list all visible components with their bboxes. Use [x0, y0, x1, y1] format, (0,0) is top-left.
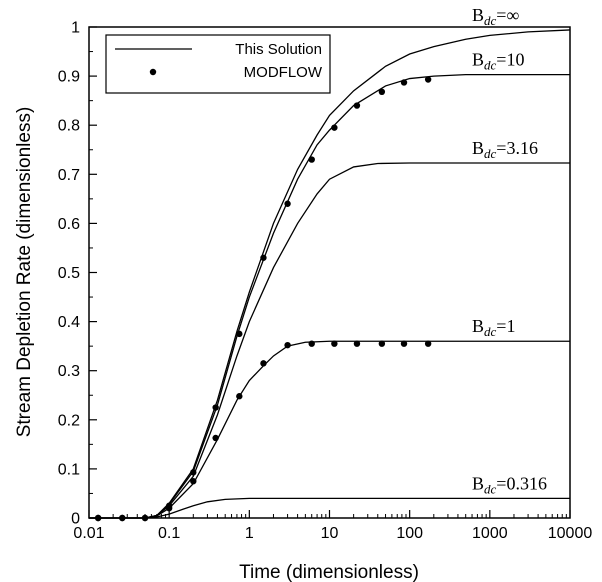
- modflow-point: [308, 156, 315, 163]
- modflow-point: [165, 504, 173, 512]
- modflow-point: [331, 124, 338, 131]
- y-axis-title: Stream Depletion Rate (dimensionless): [14, 107, 35, 438]
- x-axis-title: Time (dimensionless): [239, 562, 419, 582]
- y-tick-label: 0.3: [58, 363, 80, 380]
- modflow-point: [119, 514, 126, 522]
- y-tick-label: 1: [71, 20, 80, 37]
- solution-curve: [89, 162, 570, 519]
- modflow-point: [212, 404, 219, 411]
- x-tick-label: 1000: [472, 525, 508, 542]
- modflow-point: [236, 393, 243, 400]
- curve-label: Bdc=3.16: [472, 138, 538, 161]
- modflow-point: [400, 79, 408, 86]
- x-tick-label: 0.1: [158, 525, 180, 542]
- legend: This Solution MODFLOW: [105, 34, 331, 94]
- curve-label: Bdc=∞: [472, 5, 519, 28]
- modflow-point: [400, 340, 408, 347]
- y-tick-label: 0.7: [58, 167, 80, 184]
- modflow-point: [236, 330, 243, 338]
- modflow-point: [308, 340, 315, 347]
- y-tick-label: 0.1: [58, 461, 80, 478]
- x-tick-label: 0.01: [73, 525, 104, 542]
- modflow-point: [212, 434, 219, 442]
- modflow-point: [260, 360, 267, 367]
- marker-layer: [94, 76, 432, 522]
- legend-label-this-solution: This Solution: [235, 41, 322, 58]
- legend-box: [105, 34, 331, 94]
- solution-curve: [89, 340, 570, 519]
- modflow-point: [378, 88, 386, 96]
- y-tick-label: 0.9: [58, 69, 80, 86]
- modflow-point: [378, 340, 386, 347]
- plot-area: [88, 26, 571, 519]
- legend-dot-swatch: [149, 68, 157, 76]
- modflow-point: [190, 477, 197, 485]
- y-tick-label: 0.2: [58, 412, 80, 429]
- modflow-point: [424, 76, 432, 83]
- curve-label: Bdc=10: [472, 50, 524, 73]
- modflow-point: [190, 469, 197, 476]
- modflow-point: [353, 340, 361, 347]
- y-tick-label: 0.5: [58, 265, 80, 282]
- modflow-point: [331, 340, 338, 347]
- modflow-point: [94, 514, 102, 522]
- modflow-point: [260, 254, 267, 261]
- y-tick-label: 0.8: [58, 118, 80, 135]
- y-tick-label: 0: [71, 511, 80, 528]
- x-tick-label: 1: [245, 525, 254, 542]
- y-tick-label: 0.4: [58, 314, 80, 331]
- tick-layer: 0.01 0.1 1 10 100 1000 10000 0 0.1 0.2 0.3 0.4 0.5 0.…: [58, 20, 593, 543]
- x-tick-label: 100: [396, 525, 423, 542]
- modflow-point: [353, 102, 361, 109]
- legend-label-modflow: MODFLOW: [244, 64, 323, 81]
- solution-curve: [89, 29, 571, 519]
- series-layer: [89, 29, 571, 519]
- plot-frame: [88, 26, 571, 519]
- modflow-point: [284, 341, 291, 349]
- curve-label: Bdc=0.316: [472, 473, 547, 496]
- x-tick-label: 10000: [548, 525, 593, 542]
- modflow-point: [424, 340, 432, 347]
- modflow-point: [284, 200, 291, 207]
- x-tick-label: 10: [321, 525, 339, 542]
- curve-label-layer: Bdc=∞ Bdc=10 Bdc=3.16 Bdc=1 Bdc=0.316: [472, 5, 547, 496]
- y-tick-label: 0.6: [58, 216, 80, 233]
- curve-label: Bdc=1: [472, 316, 515, 339]
